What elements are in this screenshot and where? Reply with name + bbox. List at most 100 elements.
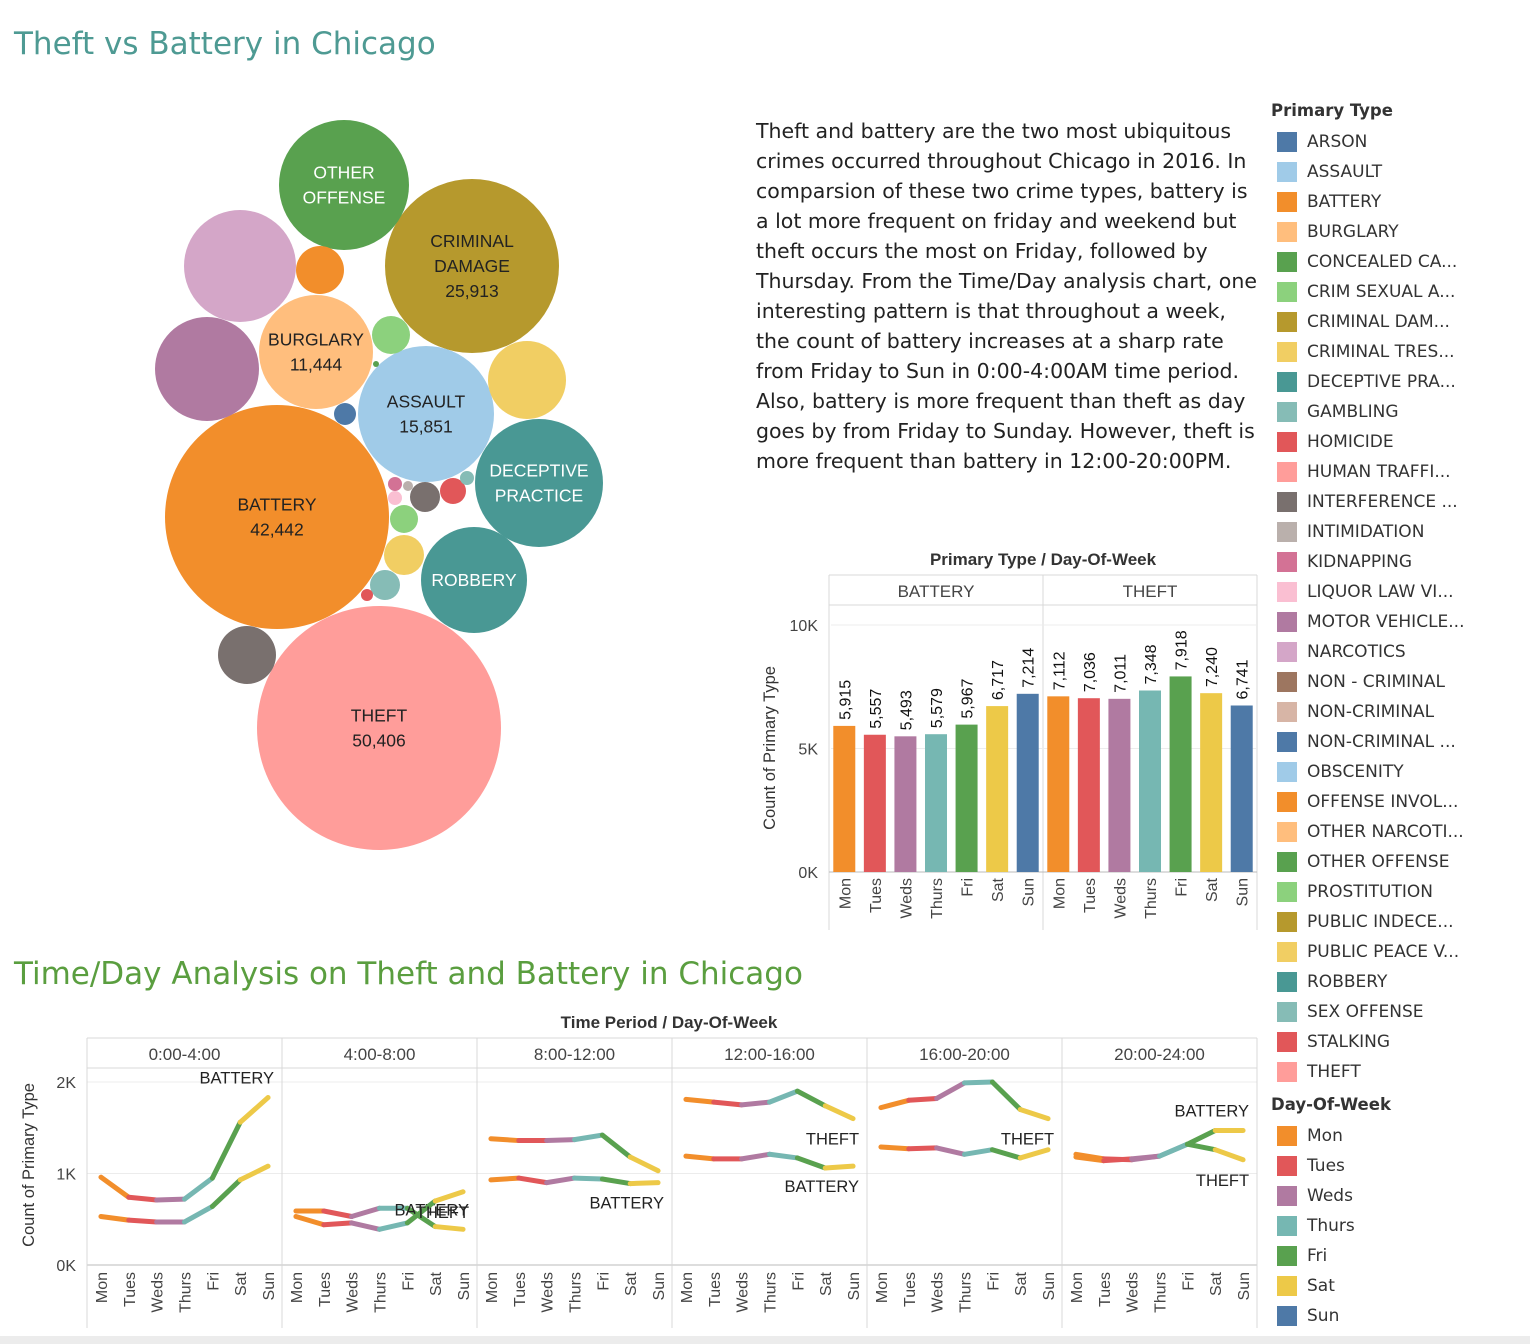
x-tick-label: Sat (990, 877, 1007, 902)
bubble-label: PRACTICE (495, 486, 583, 506)
legend-day-item-weds[interactable]: Weds (1271, 1181, 1391, 1211)
legend-day-item-fri[interactable]: Fri (1271, 1241, 1391, 1271)
legend-label: OBSCENITY (1307, 762, 1404, 782)
footer-strip (0, 1336, 1530, 1344)
legend-label: Weds (1307, 1186, 1353, 1206)
legend-primary-item-non-criminal[interactable]: NON-CRIMINAL (1271, 697, 1465, 727)
legend-label: THEFT (1307, 1062, 1361, 1082)
legend-primary-item-battery[interactable]: BATTERY (1271, 187, 1465, 217)
legend-primary-item-kidnapping[interactable]: KIDNAPPING (1271, 547, 1465, 577)
legend-primary-item-motor-vehicle[interactable]: MOTOR VEHICLE... (1271, 607, 1465, 637)
series-label-theft: THEFT (416, 1204, 469, 1222)
x-tick-label: Mon (1069, 1272, 1086, 1303)
x-tick-label: Mon (289, 1272, 306, 1303)
line-segment-battery-8-00-12-00 (488, 1175, 522, 1183)
bubble-value: 11,444 (290, 355, 342, 375)
x-tick-label: Weds (930, 1272, 947, 1313)
x-tick-label: Sat (623, 1271, 640, 1296)
legend-primary-item-criminal-tres[interactable]: CRIMINAL TRES... (1271, 337, 1465, 367)
legend-primary-item-concealed-ca[interactable]: CONCEALED CA... (1271, 247, 1465, 277)
legend-label: NARCOTICS (1307, 642, 1406, 662)
legend-primary-item-public-peace-v[interactable]: PUBLIC PEACE V... (1271, 937, 1465, 967)
line-segment-battery-4-00-8-00 (321, 1208, 355, 1220)
legend-primary-item-robbery[interactable]: ROBBERY (1271, 967, 1465, 997)
legend-label: SEX OFFENSE (1307, 1002, 1424, 1022)
bubble-value: 42,442 (250, 520, 304, 540)
x-tick-label: Thurs (568, 1272, 585, 1313)
bubble-small (460, 471, 474, 485)
y-axis-label: Count of Primary Type (761, 666, 779, 830)
legend-primary-item-other-narcoti[interactable]: OTHER NARCOTI... (1271, 817, 1465, 847)
legend-swatch (1277, 612, 1297, 632)
x-tick-label: Thurs (178, 1272, 195, 1313)
legend-swatch (1277, 162, 1297, 182)
legend-primary-item-gambling[interactable]: GAMBLING (1271, 397, 1465, 427)
line-segment-theft-16-00-20-00 (1017, 1106, 1051, 1122)
legend-primary-item-offense-invol[interactable]: OFFENSE INVOL... (1271, 787, 1465, 817)
legend-primary-item-arson[interactable]: ARSON (1271, 127, 1465, 157)
legend-day-item-sun[interactable]: Sun (1271, 1301, 1391, 1331)
series-label-theft: THEFT (1196, 1172, 1249, 1190)
legend-primary-item-theft[interactable]: THEFT (1271, 1057, 1465, 1087)
panel-header-16-00-20-00: 16:00-20:00 (919, 1045, 1010, 1064)
line-segment-battery-4-00-8-00 (404, 1205, 438, 1230)
legend-label: Sat (1307, 1276, 1335, 1296)
bubble-small (296, 246, 344, 294)
bar-battery-thurs (925, 734, 947, 872)
legend-primary-item-deceptive-pra[interactable]: DECEPTIVE PRA... (1271, 367, 1465, 397)
legend-swatch (1277, 672, 1297, 692)
line-segment-theft-12-00-16-00 (794, 1088, 828, 1109)
legend-primary-item-non-criminal[interactable]: NON-CRIMINAL ... (1271, 727, 1465, 757)
legend-label: Sun (1307, 1306, 1340, 1326)
legend-primary-item-sex-offense[interactable]: SEX OFFENSE (1271, 997, 1465, 1027)
legend-primary-item-intimidation[interactable]: INTIMIDATION (1271, 517, 1465, 547)
legend-day-item-mon[interactable]: Mon (1271, 1121, 1391, 1151)
legend-day-item-sat[interactable]: Sat (1271, 1271, 1391, 1301)
legend-label: PUBLIC PEACE V... (1307, 942, 1460, 962)
legend-day-of-week: Day-Of-Week Mon Tues Weds Thurs Fri Sat Sun (1271, 1093, 1391, 1331)
bubble-other-offense (279, 120, 409, 250)
line-segment-theft-4-00-8-00 (377, 1220, 410, 1232)
legend-swatch (1277, 192, 1297, 212)
bubble-small (440, 478, 466, 504)
legend-primary-item-stalking[interactable]: STALKING (1271, 1027, 1465, 1057)
line-segment-battery-12-00-16-00 (683, 1153, 717, 1162)
legend-primary-item-homicide[interactable]: HOMICIDE (1271, 427, 1465, 457)
legend-day-item-tues[interactable]: Tues (1271, 1151, 1391, 1181)
x-tick-label: Sun (651, 1272, 668, 1300)
legend-label: Tues (1307, 1156, 1345, 1176)
legend-primary-item-crim-sexual-a[interactable]: CRIM SEXUAL A... (1271, 277, 1465, 307)
legend-swatch (1277, 882, 1297, 902)
legend-primary-item-obscenity[interactable]: OBSCENITY (1271, 757, 1465, 787)
legend-primary-item-interference[interactable]: INTERFERENCE ... (1271, 487, 1465, 517)
legend-primary-item-non-criminal[interactable]: NON - CRIMINAL (1271, 667, 1465, 697)
line-segment-theft-0-00-4-00 (98, 1214, 132, 1223)
legend-label: INTERFERENCE ... (1307, 492, 1458, 512)
legend-label: INTIMIDATION (1307, 522, 1425, 542)
legend-primary-title: Primary Type (1271, 101, 1393, 120)
legend-primary-item-liquor-law-vi[interactable]: LIQUOR LAW VI... (1271, 577, 1465, 607)
legend-primary-item-human-traffi[interactable]: HUMAN TRAFFI... (1271, 457, 1465, 487)
x-tick-label: Weds (735, 1272, 752, 1313)
legend-swatch (1277, 852, 1297, 872)
legend-primary-item-prostitution[interactable]: PROSTITUTION (1271, 877, 1465, 907)
legend-label: OTHER NARCOTI... (1307, 822, 1464, 842)
x-tick-label: Tues (902, 1272, 919, 1307)
legend-primary-item-public-indece[interactable]: PUBLIC INDECE... (1271, 907, 1465, 937)
line-segment-theft-4-00-8-00 (321, 1220, 355, 1228)
x-tick-label: Fri (1180, 1272, 1197, 1291)
x-tick-label: Tues (1097, 1272, 1114, 1307)
legend-day-item-thurs[interactable]: Thurs (1271, 1211, 1391, 1241)
line-segment-theft-12-00-16-00 (822, 1103, 856, 1122)
bubble-label: ROBBERY (431, 570, 517, 590)
legend-primary-item-assault[interactable]: ASSAULT (1271, 157, 1465, 187)
legend-label: CONCEALED CA... (1307, 252, 1458, 272)
line-segment-theft-16-00-20-00 (878, 1097, 912, 1111)
legend-primary-item-other-offense[interactable]: OTHER OFFENSE (1271, 847, 1465, 877)
bubble-label: OFFENSE (303, 188, 386, 208)
line-segment-battery-0-00-4-00 (209, 1119, 243, 1181)
legend-primary-item-burglary[interactable]: BURGLARY (1271, 217, 1465, 247)
x-tick-label: Sun (261, 1272, 278, 1300)
legend-primary-item-criminal-dam[interactable]: CRIMINAL DAM... (1271, 307, 1465, 337)
legend-primary-item-narcotics[interactable]: NARCOTICS (1271, 637, 1465, 667)
